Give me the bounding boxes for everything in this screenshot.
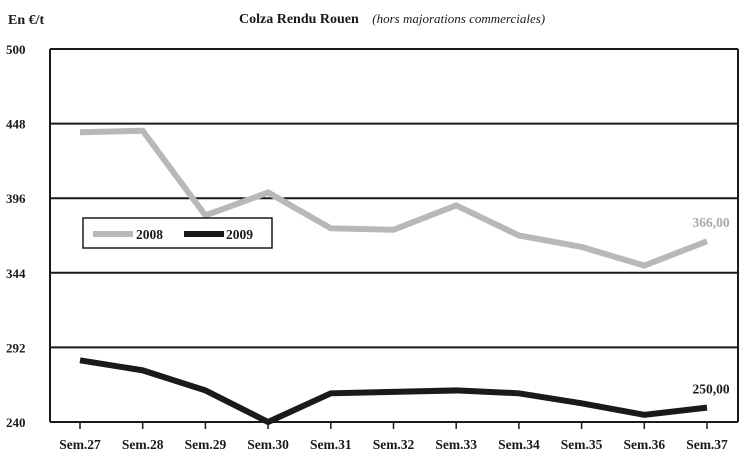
- x-axis: Sem.27 Sem.28 Sem.29 Sem.30 Sem.31 Sem.32 Sem.…: [59, 422, 728, 452]
- gridlines: [49, 48, 739, 423]
- series-line-2008: [79, 127, 709, 269]
- x-tick-label: Sem.35: [561, 437, 603, 452]
- legend: 2008 2009: [82, 217, 273, 249]
- chart-subtitle: (hors majorations commerciales): [372, 11, 545, 26]
- chart-title: Colza Rendu Rouen (hors majorations comm…: [239, 11, 545, 27]
- x-tick-label: Sem.27: [59, 437, 101, 452]
- x-tick-label: Sem.37: [686, 437, 728, 452]
- series-line-2009: [79, 357, 708, 426]
- x-tick-label: Sem.31: [310, 437, 352, 452]
- y-tick-label-292: 292: [6, 340, 26, 355]
- y-tick-label-448: 448: [6, 117, 26, 132]
- data-label-2009: 250,00: [692, 382, 729, 397]
- series-lines: [79, 127, 709, 426]
- y-tick-label-500: 500: [6, 42, 26, 57]
- data-label-2008: 366,00: [692, 215, 729, 230]
- x-tick-label: Sem.32: [373, 437, 415, 452]
- legend-label-2009: 2009: [226, 227, 253, 242]
- data-labels: 366,00 250,00: [692, 215, 729, 396]
- x-tick-label: Sem.36: [623, 437, 665, 452]
- y-tick-label-396: 396: [6, 191, 26, 206]
- unit-label: En €/t: [8, 13, 45, 28]
- chart-title-main: Colza Rendu Rouen: [239, 12, 359, 27]
- x-tick-label: Sem.33: [435, 437, 477, 452]
- x-tick-label: Sem.34: [498, 437, 540, 452]
- y-tick-label-240: 240: [6, 415, 26, 430]
- legend-label-2008: 2008: [136, 227, 163, 242]
- y-tick-label-344: 344: [6, 266, 26, 281]
- x-tick-label: Sem.30: [247, 437, 289, 452]
- y-axis-ticks: 240 292 344 396 448 500: [6, 42, 26, 430]
- x-tick-label: Sem.28: [122, 437, 164, 452]
- x-tick-label: Sem.29: [185, 437, 227, 452]
